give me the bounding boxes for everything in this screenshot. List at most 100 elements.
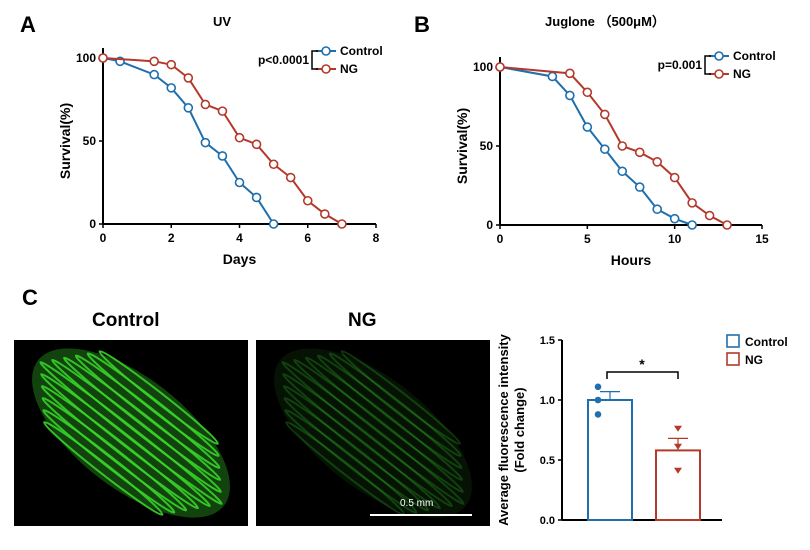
data-point: [674, 467, 682, 474]
p-value: p=0.001: [658, 58, 703, 72]
data-point: [599, 144, 610, 154]
panel-label-c: C: [22, 285, 38, 310]
x-tick-label: 2: [168, 231, 175, 245]
x-axis-label: Hours: [611, 252, 652, 268]
x-tick-label: 15: [755, 232, 769, 246]
y-tick-label: 50: [83, 134, 97, 148]
y-tick-label: 0: [486, 218, 493, 232]
data-point: [669, 172, 680, 183]
data-point: [722, 220, 732, 230]
data-point: [704, 210, 715, 221]
data-point: [669, 213, 680, 224]
y-tick-label: 0.0: [540, 515, 555, 527]
data-point: [652, 157, 663, 167]
data-point: [687, 220, 697, 230]
y-tick-label: 1.5: [540, 335, 555, 347]
y-tick-label: 100: [76, 51, 96, 65]
data-point: [594, 396, 602, 404]
data-point: [634, 182, 645, 192]
worm: [340, 350, 461, 445]
data-point: [565, 68, 575, 79]
worm: [98, 350, 219, 445]
data-point: [183, 73, 194, 83]
data-point: [217, 151, 228, 161]
x-tick-label: 0: [497, 232, 504, 246]
data-point: [149, 56, 159, 67]
data-point: [302, 195, 313, 206]
worm: [39, 361, 223, 505]
data-point: [594, 411, 602, 418]
data-point: [652, 204, 663, 214]
x-tick-label: 8: [373, 231, 380, 245]
series-line-control: [102, 57, 275, 225]
data-point: [251, 192, 262, 203]
worm: [293, 358, 464, 493]
data-point: [617, 166, 628, 177]
data-point: [674, 443, 682, 450]
p-value: p<0.0001: [258, 53, 309, 67]
data-point: [337, 219, 347, 229]
worm: [305, 356, 464, 481]
data-point: [200, 99, 211, 110]
legend-label: Control: [745, 335, 788, 349]
data-point: [149, 69, 159, 80]
significance-bracket: [606, 371, 679, 379]
worm: [281, 361, 465, 505]
legend-label: NG: [745, 353, 763, 367]
worm-body: [274, 348, 472, 518]
chart-title: Juglone （500μM）: [545, 14, 665, 29]
image-background: [256, 340, 490, 526]
data-point: [285, 172, 296, 183]
legend-marker: [714, 69, 724, 79]
legend-swatch: [726, 352, 740, 366]
panel-label-b: B: [414, 12, 430, 37]
data-point: [594, 383, 602, 391]
data-point: [234, 177, 245, 188]
data-point: [320, 209, 330, 219]
worm: [284, 409, 418, 514]
panel-label-a: A: [20, 12, 36, 37]
data-point: [234, 132, 245, 143]
y-tick-label: 0.5: [540, 455, 555, 467]
x-tick-label: 5: [584, 232, 591, 246]
ng-fluorescence-image: [256, 340, 490, 526]
data-point: [565, 90, 575, 101]
worm: [283, 397, 430, 512]
data-point: [495, 62, 505, 72]
worm: [51, 358, 222, 493]
significance-bracket: [704, 55, 711, 75]
y-tick-label: 50: [480, 139, 494, 153]
scale-bar: [370, 514, 472, 516]
worm-cluster: [32, 348, 230, 518]
y-axis-label: Survival(%): [454, 108, 470, 184]
data-point: [217, 106, 228, 116]
control-image-label: Control: [92, 310, 160, 331]
data-point: [183, 103, 194, 113]
worm: [43, 421, 164, 516]
worm-cluster: [274, 348, 472, 518]
significance-bracket: [311, 50, 318, 70]
data-point: [166, 83, 177, 93]
worm: [282, 373, 453, 508]
legend-marker: [714, 51, 724, 61]
x-tick-label: 4: [236, 231, 243, 245]
legend-label: Control: [733, 49, 776, 63]
x-tick-label: 6: [304, 231, 311, 245]
data-point: [599, 109, 610, 120]
x-tick-label: 10: [668, 232, 682, 246]
data-point: [617, 141, 628, 151]
y-axis-label-unit: (Fold change): [512, 387, 527, 472]
y-tick-label: 100: [473, 60, 493, 74]
data-point: [268, 219, 279, 229]
data-point: [251, 139, 262, 150]
y-axis-label: Average fluorescence intensity: [496, 333, 511, 525]
bar-ng: [655, 449, 701, 521]
chart-title: UV: [213, 14, 231, 29]
data-point: [166, 59, 177, 70]
data-point: [687, 198, 697, 208]
y-axis-label: Survival(%): [57, 103, 73, 179]
data-point: [634, 147, 645, 158]
legend-swatch: [726, 334, 740, 348]
